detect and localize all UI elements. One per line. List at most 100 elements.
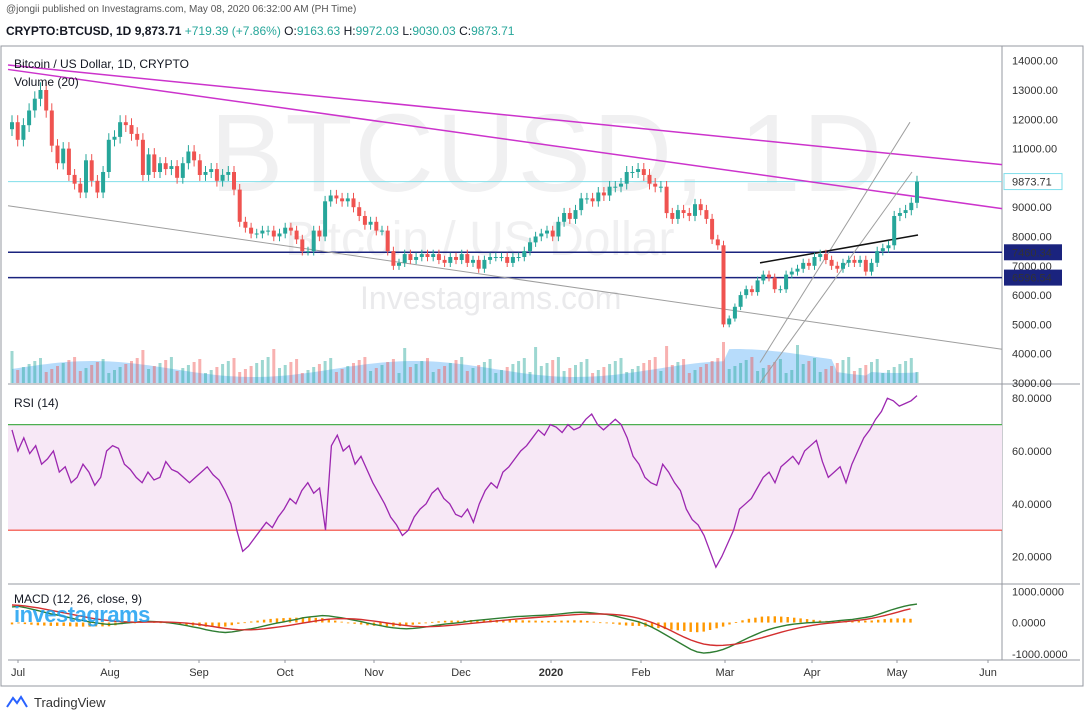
- candle-body: [391, 251, 396, 266]
- time-tick-label: Jul: [11, 667, 25, 679]
- price-tick-label: 11000.00: [1012, 144, 1057, 156]
- candle-body: [89, 160, 94, 181]
- macd-histogram-bar: [10, 622, 14, 625]
- macd-histogram-bar: [43, 622, 46, 626]
- candle-body: [727, 318, 732, 325]
- candle-body: [271, 230, 276, 237]
- price-tick-label: 8000.00: [1012, 231, 1052, 243]
- volume-bar: [266, 357, 270, 383]
- volume-bar: [904, 361, 908, 383]
- candle-body: [505, 257, 510, 263]
- high-label: H:: [343, 24, 356, 38]
- volume-bar: [27, 364, 31, 383]
- volume-bar: [215, 367, 219, 383]
- volume-bar: [443, 366, 447, 383]
- macd-histogram-bar: [224, 622, 227, 627]
- candle-body: [915, 181, 919, 203]
- tradingview-icon: [6, 695, 28, 708]
- candle-body: [761, 274, 766, 281]
- macd-histogram-bar: [359, 622, 363, 625]
- price-label-text: 6596.54: [1012, 273, 1052, 285]
- volume-bar: [397, 373, 401, 383]
- candle-body: [49, 110, 54, 146]
- candle-body: [237, 189, 242, 222]
- volume-bar: [585, 359, 589, 383]
- candle-body: [374, 221, 379, 231]
- candle-body: [192, 151, 197, 161]
- price-tick-label: 3000.00: [1012, 378, 1052, 390]
- candle-body: [197, 160, 202, 175]
- volume-bar: [61, 363, 65, 383]
- macd-histogram-bar: [870, 620, 873, 623]
- volume-bar: [471, 368, 475, 383]
- volume-bar: [630, 369, 634, 383]
- candle-body: [10, 122, 14, 130]
- candle-body: [454, 257, 458, 260]
- volume-bar: [374, 368, 378, 383]
- candle-body: [533, 236, 538, 243]
- volume-bar: [352, 363, 355, 383]
- tradingview-footer[interactable]: TradingView: [6, 692, 106, 712]
- macd-histogram-bar: [301, 617, 305, 623]
- volume-bar: [21, 367, 25, 383]
- volume-bar: [574, 365, 577, 383]
- macd-tick-label: -1000.0000: [1012, 649, 1068, 661]
- candle-body: [522, 251, 527, 257]
- rsi-line: [11, 395, 918, 569]
- volume-bar: [556, 357, 560, 383]
- candle-body: [875, 251, 880, 263]
- volume-bar: [420, 361, 424, 383]
- time-tick-label: Sep: [189, 667, 209, 679]
- macd-histogram-bar: [663, 622, 667, 630]
- volume-bar: [465, 371, 469, 383]
- macd-histogram-bar: [62, 622, 65, 626]
- volume-bar: [682, 359, 686, 383]
- candle-body: [841, 262, 845, 269]
- candle-body: [362, 216, 367, 225]
- candle-body: [397, 262, 401, 266]
- close-value: 9873.71: [471, 24, 515, 38]
- volume-bar: [101, 359, 105, 383]
- volume-bar: [551, 360, 555, 383]
- macd-histogram-bar: [708, 622, 712, 630]
- price-tick-label: 14000.00: [1012, 56, 1058, 68]
- macd-histogram-bar: [256, 620, 259, 623]
- candle-body: [579, 198, 584, 211]
- candle-body: [869, 262, 874, 272]
- candle-body: [744, 289, 749, 296]
- volume-bar: [619, 358, 623, 383]
- macd-histogram-bar: [721, 622, 725, 627]
- candle-body: [738, 295, 743, 307]
- macd-histogram-bar: [728, 622, 731, 625]
- open-label: O:: [284, 24, 297, 38]
- candle-body: [493, 257, 498, 258]
- volume-bar: [670, 365, 674, 383]
- volume-pane-title: Volume (20): [14, 75, 79, 89]
- macd-histogram-bar: [747, 618, 751, 623]
- candle-body: [539, 233, 544, 237]
- time-tick-label: May: [887, 667, 908, 679]
- symbol-label: CRYPTO:BTCUSD, 1D: [6, 24, 132, 38]
- candle-body: [852, 259, 857, 263]
- volume-bar: [870, 362, 873, 383]
- volume-bar: [249, 366, 253, 383]
- time-tick-label: Oct: [276, 667, 293, 679]
- volume-bar: [613, 361, 617, 383]
- macd-histogram-bar: [579, 620, 583, 623]
- macd-histogram-bar: [217, 622, 221, 627]
- macd-histogram-bar: [760, 616, 764, 623]
- candle-body: [772, 277, 777, 290]
- volume-bar: [340, 369, 344, 383]
- candle-body: [829, 259, 834, 266]
- volume-bar: [73, 357, 77, 383]
- volume-bar: [460, 357, 464, 383]
- macd-histogram-bar: [437, 621, 440, 623]
- volume-bar: [727, 369, 731, 383]
- price-pane-title: Bitcoin / US Dollar, 1D, CRYPTO: [14, 57, 189, 71]
- candle-body: [545, 230, 549, 234]
- macd-histogram-bar: [566, 620, 570, 623]
- candle-body: [516, 257, 521, 258]
- volume-bar: [824, 369, 828, 383]
- volume-bar: [750, 357, 754, 383]
